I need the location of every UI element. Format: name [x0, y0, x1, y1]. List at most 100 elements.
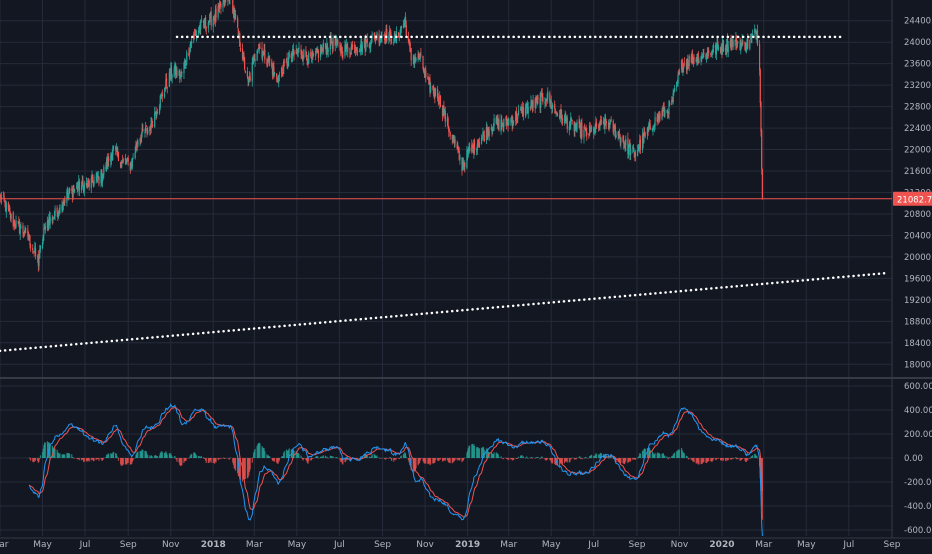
- candle-body: [654, 117, 655, 126]
- macd-histogram-bar: [203, 457, 204, 458]
- candle-body: [25, 228, 26, 229]
- candle-body: [474, 141, 475, 150]
- macd-histogram-bar: [113, 452, 114, 458]
- candle-body: [528, 107, 529, 113]
- candle-body: [601, 120, 602, 122]
- macd-histogram-bar: [174, 456, 175, 458]
- macd-histogram-bar: [735, 457, 736, 458]
- candle-body: [420, 54, 421, 55]
- price-y-tick-label: 19600.00: [904, 274, 932, 284]
- candle: [244, 57, 245, 70]
- candle: [59, 204, 60, 214]
- candle-body: [137, 142, 138, 144]
- macd-histogram-bar: [59, 453, 60, 458]
- last-price-label: 21082.73: [897, 195, 932, 205]
- candle-body: [213, 19, 214, 27]
- candle-body: [308, 53, 309, 64]
- macd-histogram-bar: [133, 458, 134, 460]
- candle-body: [469, 147, 470, 151]
- macd-histogram-bar: [728, 458, 729, 460]
- candle-body: [269, 60, 270, 61]
- macd-histogram-bar: [98, 458, 99, 461]
- candle-body: [93, 180, 94, 185]
- macd-histogram-bar: [737, 458, 738, 459]
- candle-body: [284, 62, 285, 63]
- macd-histogram-bar: [93, 458, 94, 461]
- candle-body: [274, 73, 275, 74]
- candle-body: [347, 47, 348, 52]
- candle-body: [747, 38, 748, 48]
- candle-body: [162, 95, 163, 97]
- candle-body: [191, 41, 192, 43]
- macd-histogram-bar: [376, 456, 377, 458]
- x-tick-label: Mar: [500, 540, 517, 550]
- candle-body: [146, 126, 147, 127]
- macd-histogram-bar: [435, 458, 436, 460]
- macd-histogram-bar: [464, 458, 465, 459]
- macd-histogram-bar: [318, 458, 319, 459]
- x-tick-label: Mar: [755, 540, 772, 550]
- candle-body: [760, 70, 761, 103]
- price-y-tick-label: 20800.00: [904, 210, 932, 220]
- macd-histogram-bar: [269, 456, 270, 458]
- candle-body: [435, 88, 436, 96]
- macd-histogram-bar: [501, 457, 502, 458]
- macd-histogram-bar: [337, 458, 338, 459]
- candle: [761, 129, 762, 175]
- macd-histogram-bar: [479, 448, 480, 458]
- candle-body: [749, 40, 750, 49]
- x-tick-label: 2018: [201, 540, 226, 550]
- x-tick-label: Jul: [79, 540, 91, 550]
- macd-histogram-bar: [450, 458, 451, 463]
- candle-body: [176, 70, 177, 75]
- macd-histogram-bar: [742, 458, 743, 459]
- macd-histogram-bar: [668, 458, 669, 459]
- macd-histogram-bar: [250, 458, 251, 469]
- candle-body: [22, 225, 23, 233]
- macd-histogram-bar: [162, 452, 163, 458]
- macd-histogram-bar: [259, 443, 260, 458]
- candle-body: [333, 37, 334, 48]
- candle-body: [279, 74, 280, 75]
- macd-histogram-bar: [581, 458, 582, 459]
- candle-body: [708, 50, 709, 52]
- x-tick-label: Sep: [374, 540, 391, 550]
- candle-body: [761, 130, 762, 169]
- macd-histogram-bar: [172, 457, 173, 458]
- macd-histogram-bar: [693, 458, 694, 462]
- macd-histogram-bar: [581, 458, 582, 459]
- macd-histogram-bar: [674, 453, 675, 458]
- candle-body: [250, 77, 251, 80]
- x-tick-label: May: [288, 540, 307, 550]
- candle-body: [289, 52, 290, 57]
- candle-body: [103, 167, 104, 175]
- candle-body: [677, 74, 678, 83]
- candle-body: [35, 248, 36, 255]
- candle-body: [45, 226, 46, 230]
- candle-body: [222, 3, 223, 8]
- candle-body: [645, 135, 646, 136]
- macd-histogram-bar: [523, 456, 524, 458]
- candle-body: [422, 56, 423, 68]
- x-tick-label: Nov: [416, 540, 434, 550]
- candle-body: [503, 119, 504, 127]
- macd-y-tick-label: 200.00: [904, 430, 932, 440]
- macd-histogram-bar: [399, 458, 400, 459]
- candle-body: [367, 39, 368, 44]
- macd-histogram-bar: [30, 458, 31, 461]
- candle-body: [69, 188, 70, 191]
- macd-histogram-bar: [123, 458, 124, 465]
- price-y-tick-label: 22400.00: [904, 124, 932, 134]
- macd-y-tick-label: 0.00: [904, 454, 923, 464]
- price-y-tick-label: 23600.00: [904, 60, 932, 70]
- candle-body: [166, 78, 167, 86]
- candle-body: [181, 72, 182, 73]
- macd-histogram-bar: [567, 458, 568, 462]
- macd-histogram-bar: [73, 457, 74, 458]
- candle-body: [572, 120, 573, 121]
- candle-body: [669, 103, 670, 104]
- candle: [762, 169, 763, 200]
- candle-body: [135, 152, 136, 158]
